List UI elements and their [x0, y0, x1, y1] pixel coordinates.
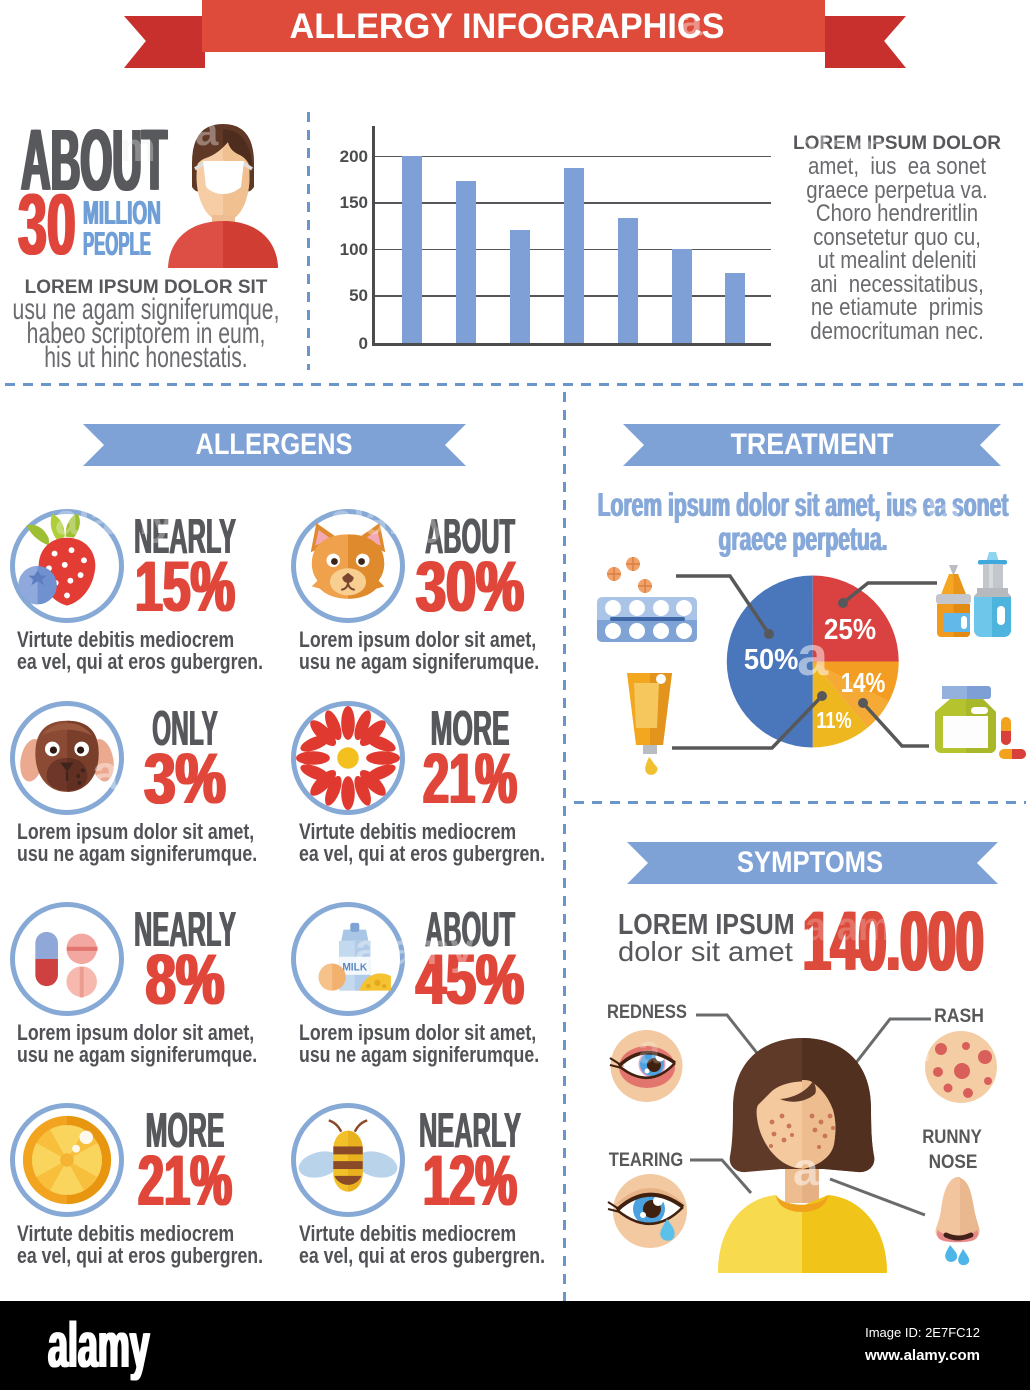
svg-text:25%: 25%	[824, 613, 876, 646]
svg-text:MILK: MILK	[342, 961, 367, 974]
svg-text:11%: 11%	[816, 708, 851, 734]
svg-text:50%: 50%	[744, 643, 799, 675]
svg-text:14%: 14%	[841, 668, 886, 699]
